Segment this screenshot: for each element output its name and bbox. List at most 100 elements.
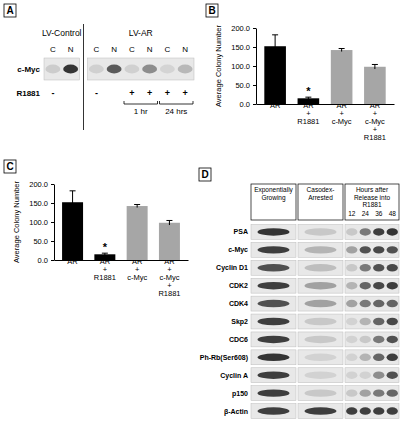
row-label: p150 — [232, 390, 248, 398]
band — [346, 246, 357, 253]
band — [373, 246, 384, 253]
blot-strip — [251, 260, 296, 275]
y-tick: 200.0 — [231, 24, 256, 33]
treatment-value: + — [182, 88, 187, 98]
band — [258, 407, 290, 414]
bar-panel: C0.050.0100.0150.0200.0ARAR+R1881AR+c-My… — [4, 160, 189, 298]
panel-letter: A — [6, 5, 13, 16]
blot-strip — [345, 404, 399, 419]
lane-label: N — [182, 45, 188, 54]
band — [387, 246, 398, 253]
blot-strip — [251, 368, 296, 383]
lane-label: C — [93, 45, 99, 54]
y-tick-label: 150.0 — [29, 199, 48, 208]
band — [45, 65, 60, 74]
y-tick: 0.0 — [240, 100, 256, 109]
treatment-value: + — [147, 88, 152, 98]
y-tick: 100.0 — [231, 62, 256, 71]
blot-strip — [88, 58, 195, 80]
y-axis: 0.0 50.0 100.0 150.0 200.0 — [231, 24, 256, 109]
blot-strip — [251, 242, 296, 257]
x-tick: AR+R1881 — [94, 257, 116, 282]
error-cap — [70, 190, 76, 191]
x-tick-label: AR+c-Myc — [127, 257, 147, 282]
band — [258, 282, 290, 289]
y-tick-label: 50.0 — [235, 81, 250, 90]
band — [305, 318, 337, 325]
x-axis: ARAR+R1881AR+c-MycAR+c-Myc+R1881 — [257, 101, 395, 142]
bar — [127, 206, 148, 260]
band — [360, 246, 371, 253]
group-header: Hours afterRelease intoR1881 — [354, 186, 391, 208]
x-axis: ARAR+R1881AR+c-MycAR+c-Myc+R1881 — [55, 257, 189, 298]
y-tick-mark — [51, 222, 54, 223]
blot-strip — [251, 332, 296, 347]
band — [63, 65, 78, 74]
y-tick: 0.0 — [38, 256, 54, 265]
band — [305, 282, 337, 289]
row-label: c-Myc — [228, 246, 248, 254]
bar — [331, 50, 353, 104]
y-tick-mark — [253, 85, 256, 86]
time-bracket — [160, 101, 194, 104]
band — [258, 372, 290, 379]
band — [160, 65, 175, 74]
blot-strip — [251, 296, 296, 311]
row-label: β-Actin — [224, 408, 248, 416]
error-bar — [70, 191, 76, 214]
y-tick-mark — [51, 260, 54, 261]
band — [360, 300, 371, 307]
bar — [364, 67, 386, 104]
marks — [62, 191, 180, 260]
panel-a: ALV-ControlLV-ARCNCNCNCNc-MycR1881--++++… — [4, 4, 194, 130]
band — [258, 264, 290, 271]
blot-strip — [345, 314, 399, 329]
band — [387, 336, 398, 343]
marks — [264, 35, 385, 104]
y-tick: 50.0 — [33, 237, 54, 246]
blot-strip — [251, 386, 296, 401]
treatment-value: - — [51, 88, 54, 98]
blot-strip — [345, 350, 399, 365]
y-tick-label: 50.0 — [33, 237, 48, 246]
y-tick: 50.0 — [235, 81, 256, 90]
band — [387, 372, 398, 379]
band — [360, 264, 371, 271]
band — [258, 354, 290, 361]
blot-strip — [345, 368, 399, 383]
y-tick-mark — [51, 241, 54, 242]
y-tick-label: 200.0 — [231, 24, 250, 33]
treatment-value: - — [95, 88, 98, 98]
blot-strip — [345, 242, 399, 257]
treatment-label: R1881 — [16, 89, 40, 98]
error-cap — [166, 220, 172, 221]
group-header: ExponentiallyGrowing — [254, 186, 293, 202]
error-line — [72, 191, 73, 214]
y-tick: 200.0 — [29, 180, 54, 189]
row-label: PSA — [234, 228, 248, 235]
time-label: 1 hr — [134, 107, 148, 116]
blot-strip — [44, 58, 80, 80]
band — [305, 300, 337, 307]
blot-strip — [298, 350, 343, 365]
lane-label: C — [129, 45, 135, 54]
group-separator — [83, 24, 84, 130]
band — [387, 228, 398, 235]
y-tick: 100.0 — [29, 218, 54, 227]
band — [373, 300, 384, 307]
y-axis: 0.0 50.0 100.0 150.0 200.0 — [29, 180, 54, 265]
band — [107, 65, 122, 74]
lane-label: 48 — [389, 210, 397, 217]
lane-label: 36 — [375, 210, 383, 217]
row-label: Ph-Rb(Ser608) — [200, 354, 248, 362]
band — [373, 336, 384, 343]
x-tick: AR+c-Myc+R1881 — [364, 101, 386, 142]
band — [178, 65, 193, 74]
band — [360, 228, 371, 235]
y-tick-label: 150.0 — [231, 43, 250, 52]
band — [360, 318, 371, 325]
error-line — [374, 64, 375, 69]
band — [346, 372, 357, 379]
band — [142, 65, 157, 74]
band — [373, 264, 384, 271]
